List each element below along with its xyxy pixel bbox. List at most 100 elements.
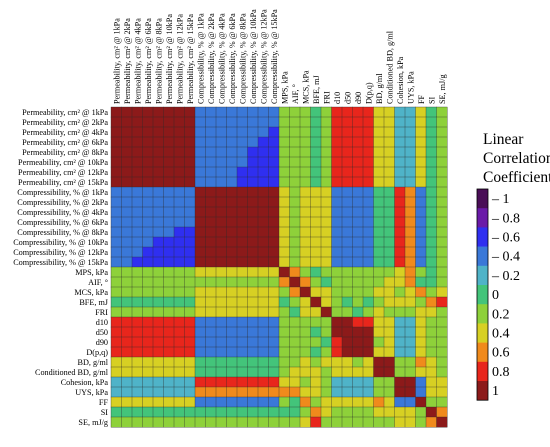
heatmap-cell	[131, 226, 143, 238]
heatmap-cell	[299, 286, 311, 298]
heatmap-cell	[436, 166, 448, 178]
heatmap-cell	[278, 146, 290, 158]
heatmap-cell	[299, 186, 311, 198]
heatmap-cell	[247, 326, 259, 338]
heatmap-cell	[215, 376, 227, 388]
colorbar-swatch	[477, 285, 488, 305]
heatmap-cell	[278, 326, 290, 338]
heatmap-cell	[415, 376, 427, 388]
heatmap-cell	[383, 216, 395, 228]
heatmap-cell	[404, 376, 416, 388]
heatmap-cell	[278, 366, 290, 378]
heatmap-cell	[362, 296, 374, 308]
heatmap-cell	[373, 286, 385, 298]
heatmap-cell	[131, 116, 143, 128]
heatmap-cell	[331, 176, 343, 188]
heatmap-cell	[173, 146, 185, 158]
heatmap-cell	[226, 376, 238, 388]
heatmap-cell	[257, 326, 269, 338]
heatmap-cell	[320, 386, 332, 398]
heatmap-cell	[247, 416, 259, 428]
heatmap-cell	[341, 376, 353, 388]
heatmap-cell	[299, 226, 311, 238]
heatmap-cell	[394, 306, 406, 318]
heatmap-cell	[404, 416, 416, 428]
heatmap-cell	[341, 306, 353, 318]
heatmap-cell	[184, 386, 196, 398]
heatmap-cell	[121, 276, 133, 288]
colorbar-frame	[476, 188, 489, 401]
heatmap-cell	[331, 116, 343, 128]
heatmap-cell	[121, 416, 133, 428]
heatmap-cell	[205, 216, 217, 228]
heatmap-cell	[194, 266, 206, 278]
row-label: d90	[96, 338, 108, 347]
heatmap-cell	[425, 166, 437, 178]
heatmap-cell	[173, 326, 185, 338]
heatmap-cell	[394, 386, 406, 398]
heatmap-cell	[362, 356, 374, 368]
heatmap-cell	[121, 246, 133, 258]
heatmap-cell	[268, 366, 280, 378]
heatmap-cell	[257, 186, 269, 198]
heatmap-cell	[110, 366, 122, 378]
heatmap-cell	[362, 336, 374, 348]
row-label: Permeability, cm² @ 6kPa	[22, 138, 108, 147]
heatmap-cell	[352, 106, 364, 118]
heatmap-cell	[320, 206, 332, 218]
heatmap-cell	[299, 376, 311, 388]
colorbar-swatch	[477, 189, 488, 209]
heatmap-cell	[152, 116, 164, 128]
heatmap-cell	[415, 126, 427, 138]
heatmap-cell	[310, 276, 322, 288]
heatmap-cell	[152, 156, 164, 168]
heatmap-cell	[404, 396, 416, 408]
heatmap-cell	[299, 256, 311, 268]
colorbar-tick-label: – 0.4	[491, 250, 520, 265]
heatmap-cell	[436, 306, 448, 318]
heatmap-cell	[415, 156, 427, 168]
heatmap-cell	[352, 126, 364, 138]
heatmap-cell	[425, 206, 437, 218]
heatmap-cell	[289, 326, 301, 338]
heatmap-cell	[320, 186, 332, 198]
heatmap-cell	[289, 166, 301, 178]
heatmap-cell	[142, 366, 154, 378]
heatmap-cell	[152, 366, 164, 378]
heatmap-cell	[425, 176, 437, 188]
heatmap-cell	[152, 226, 164, 238]
heatmap-cell	[152, 306, 164, 318]
heatmap-cell	[142, 276, 154, 288]
heatmap-cell	[110, 196, 122, 208]
heatmap-cell	[247, 386, 259, 398]
heatmap-cell	[205, 316, 217, 328]
heatmap-cell	[236, 406, 248, 418]
heatmap-cell	[341, 346, 353, 358]
heatmap-cell	[163, 166, 175, 178]
heatmap-cell	[362, 306, 374, 318]
heatmap-cell	[131, 366, 143, 378]
colorbar-tick-label: 0.6	[492, 346, 510, 361]
heatmap-cell	[425, 226, 437, 238]
heatmap-cell	[415, 356, 427, 368]
heatmap-cell	[415, 216, 427, 228]
heatmap-cell	[194, 296, 206, 308]
colorbar-swatch	[477, 208, 488, 228]
heatmap-cell	[373, 326, 385, 338]
heatmap-cell	[184, 216, 196, 228]
heatmap-cell	[299, 106, 311, 118]
heatmap-cell	[289, 356, 301, 368]
heatmap-cell	[142, 166, 154, 178]
heatmap-cell	[184, 376, 196, 388]
heatmap-cell	[194, 336, 206, 348]
heatmap-cell	[415, 146, 427, 158]
heatmap-cell	[268, 296, 280, 308]
heatmap-cell	[320, 156, 332, 168]
heatmap-cell	[184, 406, 196, 418]
heatmap-cell	[289, 396, 301, 408]
legend-title-line-1: Linear	[483, 131, 524, 148]
heatmap-cell	[299, 166, 311, 178]
heatmap-cell	[257, 266, 269, 278]
heatmap-cell	[226, 126, 238, 138]
heatmap-cell	[362, 126, 374, 138]
